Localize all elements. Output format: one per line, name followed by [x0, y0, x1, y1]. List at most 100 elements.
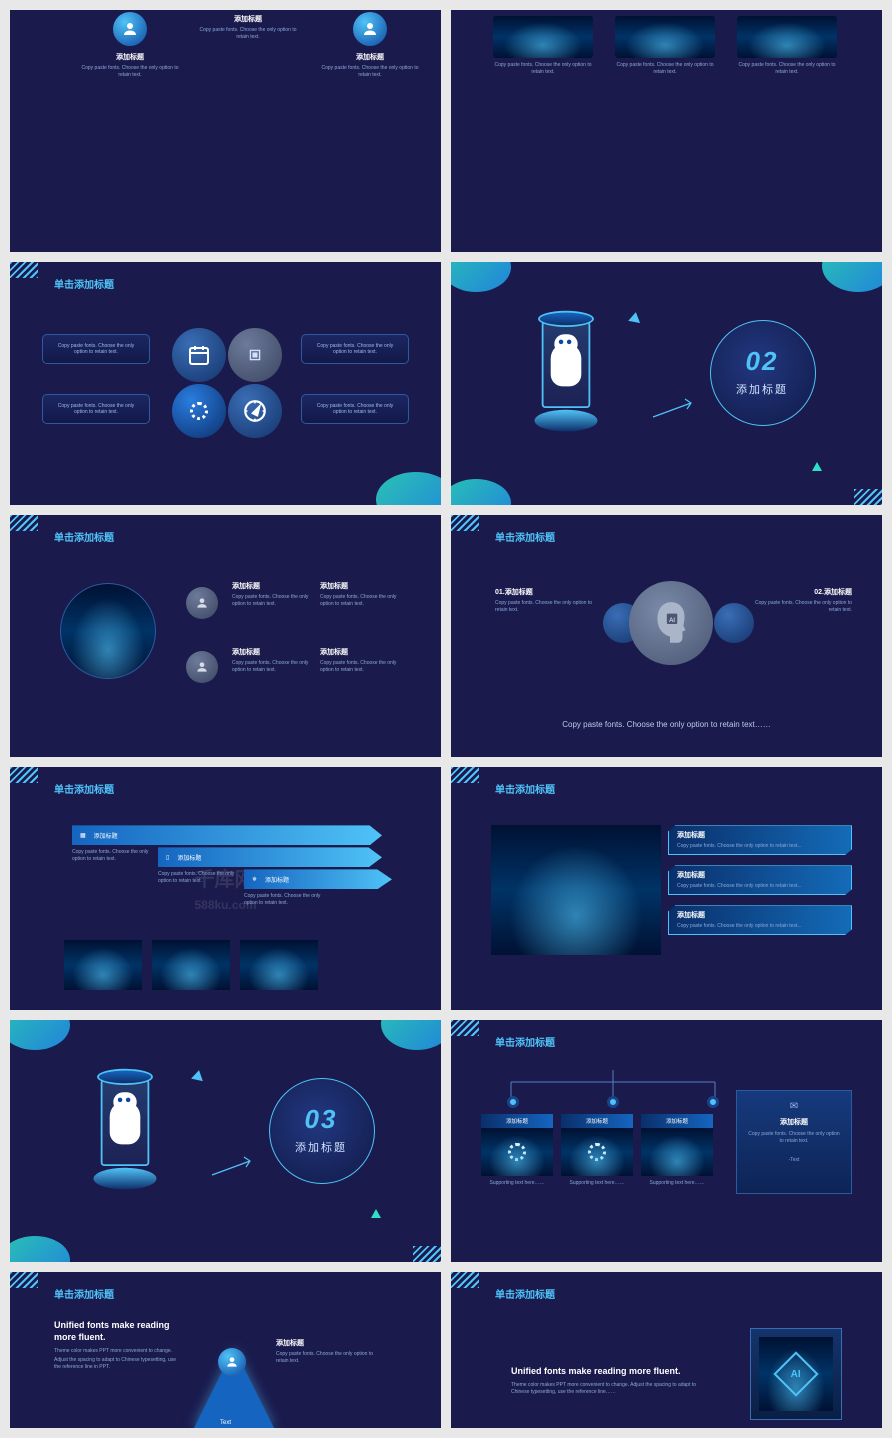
gear-icon — [588, 1143, 606, 1161]
pyramid-label: Text — [220, 1420, 231, 1426]
item-title: 添加标题 — [232, 647, 314, 657]
blob-decor — [381, 1020, 441, 1050]
card-image — [481, 1128, 553, 1176]
col2-title: 添加标题 — [188, 14, 308, 24]
slide-title: 单击添加标题 — [54, 1286, 114, 1301]
circle-gear — [172, 384, 226, 438]
card-title: 添加标题 — [641, 1114, 713, 1128]
side-title: 添加标题 — [747, 1117, 841, 1127]
chip-image — [240, 940, 318, 990]
card: 添加标题 Supporting text here…… — [481, 1114, 553, 1187]
card: 添加标题 Supporting text here…… — [641, 1114, 713, 1187]
arrow-bar-1: ▦添加标题 — [72, 825, 382, 845]
ai-chip-frame: AI — [750, 1328, 842, 1420]
col1-text: Copy paste fonts. Choose the only option… — [70, 65, 190, 79]
card: 添加标题 Supporting text here…… — [561, 1114, 633, 1187]
unified-p2: Adjust the spacing to adapt to Chinese t… — [54, 1357, 184, 1371]
side-circle — [714, 603, 754, 643]
lb-text: Copy paste fonts. Choose the only option… — [677, 923, 843, 930]
chip-image — [64, 940, 142, 990]
bar-icon: ▯ — [166, 854, 169, 861]
gear-icon — [190, 402, 208, 420]
img-col: Copy paste fonts. Choose the only option… — [615, 16, 715, 76]
section-number: 02 — [722, 346, 802, 377]
unified-heading: Unified fonts make reading more fluent. — [54, 1320, 184, 1343]
img-text: Copy paste fonts. Choose the only option… — [615, 62, 715, 76]
bar-title: 添加标题 — [94, 831, 118, 840]
lb-title: 添加标题 — [677, 870, 843, 880]
triangle-decor — [628, 311, 642, 323]
mail-icon: ✉ — [747, 1101, 841, 1112]
ai-head-circle: AI — [629, 581, 713, 665]
img-text: Copy paste fonts. Choose the only option… — [737, 62, 837, 76]
slide-section-02: 02 添加标题 — [451, 262, 882, 504]
list-bar: 添加标题 Copy paste fonts. Choose the only o… — [668, 865, 852, 895]
rt-text: Copy paste fonts. Choose the only option… — [276, 1351, 376, 1365]
num-title-2: 02.添加标题 — [754, 587, 852, 597]
card-image — [641, 1128, 713, 1176]
slide-title: 单击添加标题 — [54, 529, 114, 544]
user-icon — [218, 1348, 246, 1376]
corner-decor — [451, 767, 479, 783]
side-foot: -Text — [747, 1157, 841, 1164]
img-col: Copy paste fonts. Choose the only option… — [737, 16, 837, 76]
card-title: 添加标题 — [561, 1114, 633, 1128]
section-title: 添加标题 — [722, 381, 802, 397]
node-dot — [507, 1096, 519, 1108]
triangle-decor — [191, 1069, 205, 1081]
triangle-decor — [812, 462, 822, 471]
corner-decor — [10, 515, 38, 531]
num-text: Copy paste fonts. Choose the only option… — [754, 600, 852, 614]
user-circle — [186, 651, 218, 683]
gear-icon — [508, 1143, 526, 1161]
section-title: 添加标题 — [281, 1139, 361, 1155]
text-box: Copy paste fonts. Choose the only option… — [42, 334, 150, 364]
slide-section-03: 03 添加标题 — [10, 1020, 441, 1262]
item-text: Copy paste fonts. Choose the only option… — [232, 660, 314, 674]
list-bar: 添加标题 Copy paste fonts. Choose the only o… — [668, 825, 852, 855]
blob-decor — [10, 1020, 70, 1050]
bar-sub: Copy paste fonts. Choose the only option… — [72, 849, 150, 863]
svg-text:AI: AI — [669, 617, 675, 624]
slide-3r: 单击添加标题 AI 01.添加标题 Copy paste fonts. Choo… — [451, 515, 882, 757]
card-sup: Supporting text here…… — [561, 1180, 633, 1187]
slide-4l: 单击添加标题 千库网588ku.com ▦添加标题 ▯添加标题 ✵添加标题 Co… — [10, 767, 441, 1009]
list-bar: 添加标题 Copy paste fonts. Choose the only o… — [668, 905, 852, 935]
blob-decor — [451, 262, 511, 292]
bar-title: 添加标题 — [265, 875, 289, 884]
item-text: Copy paste fonts. Choose the only option… — [320, 660, 402, 674]
triangle-decor — [371, 1209, 381, 1218]
bar-sub: Copy paste fonts. Choose the only option… — [158, 871, 236, 885]
blob-decor — [376, 472, 441, 505]
slide-6l: 单击添加标题 Unified fonts make reading more f… — [10, 1272, 441, 1428]
lb-text: Copy paste fonts. Choose the only option… — [677, 883, 843, 890]
col2-text: Copy paste fonts. Choose the only option… — [188, 27, 308, 41]
slide-4r: 单击添加标题 添加标题 Copy paste fonts. Choose the… — [451, 767, 882, 1009]
corner-decor — [451, 1020, 479, 1036]
card-image — [561, 1128, 633, 1176]
side-text: Copy paste fonts. Choose the only option… — [747, 1131, 841, 1145]
corner-decor — [10, 767, 38, 783]
slide-title: 单击添加标题 — [495, 1034, 555, 1049]
award-icon: ✵ — [252, 876, 257, 883]
section-number: 03 — [281, 1104, 361, 1135]
item-title: 添加标题 — [320, 581, 402, 591]
slide-1r: Copy paste fonts. Choose the only option… — [451, 10, 882, 252]
arrow-bar-3: ✵ 添加标题 — [244, 869, 392, 889]
slide-5r: 单击添加标题 添加标题 Supporting text here…… 添加标题 … — [451, 1020, 882, 1262]
arrow-bar-2: ▯添加标题 — [158, 847, 382, 867]
corner-decor — [451, 515, 479, 531]
robot-graphic — [94, 1076, 157, 1184]
blob-decor — [10, 1236, 70, 1262]
tech-image — [737, 16, 837, 58]
user-icon — [113, 12, 147, 46]
slide-grid: 添加标题 Copy paste fonts. Choose the only o… — [0, 0, 892, 1438]
robot-graphic — [535, 318, 598, 426]
lb-title: 添加标题 — [677, 910, 843, 920]
text-box: Copy paste fonts. Choose the only option… — [301, 394, 409, 424]
circle-chip — [228, 328, 282, 382]
col3-text: Copy paste fonts. Choose the only option… — [310, 65, 430, 79]
num-text: Copy paste fonts. Choose the only option… — [495, 600, 593, 614]
corner-decor — [854, 489, 882, 505]
text-box: Copy paste fonts. Choose the only option… — [301, 334, 409, 364]
